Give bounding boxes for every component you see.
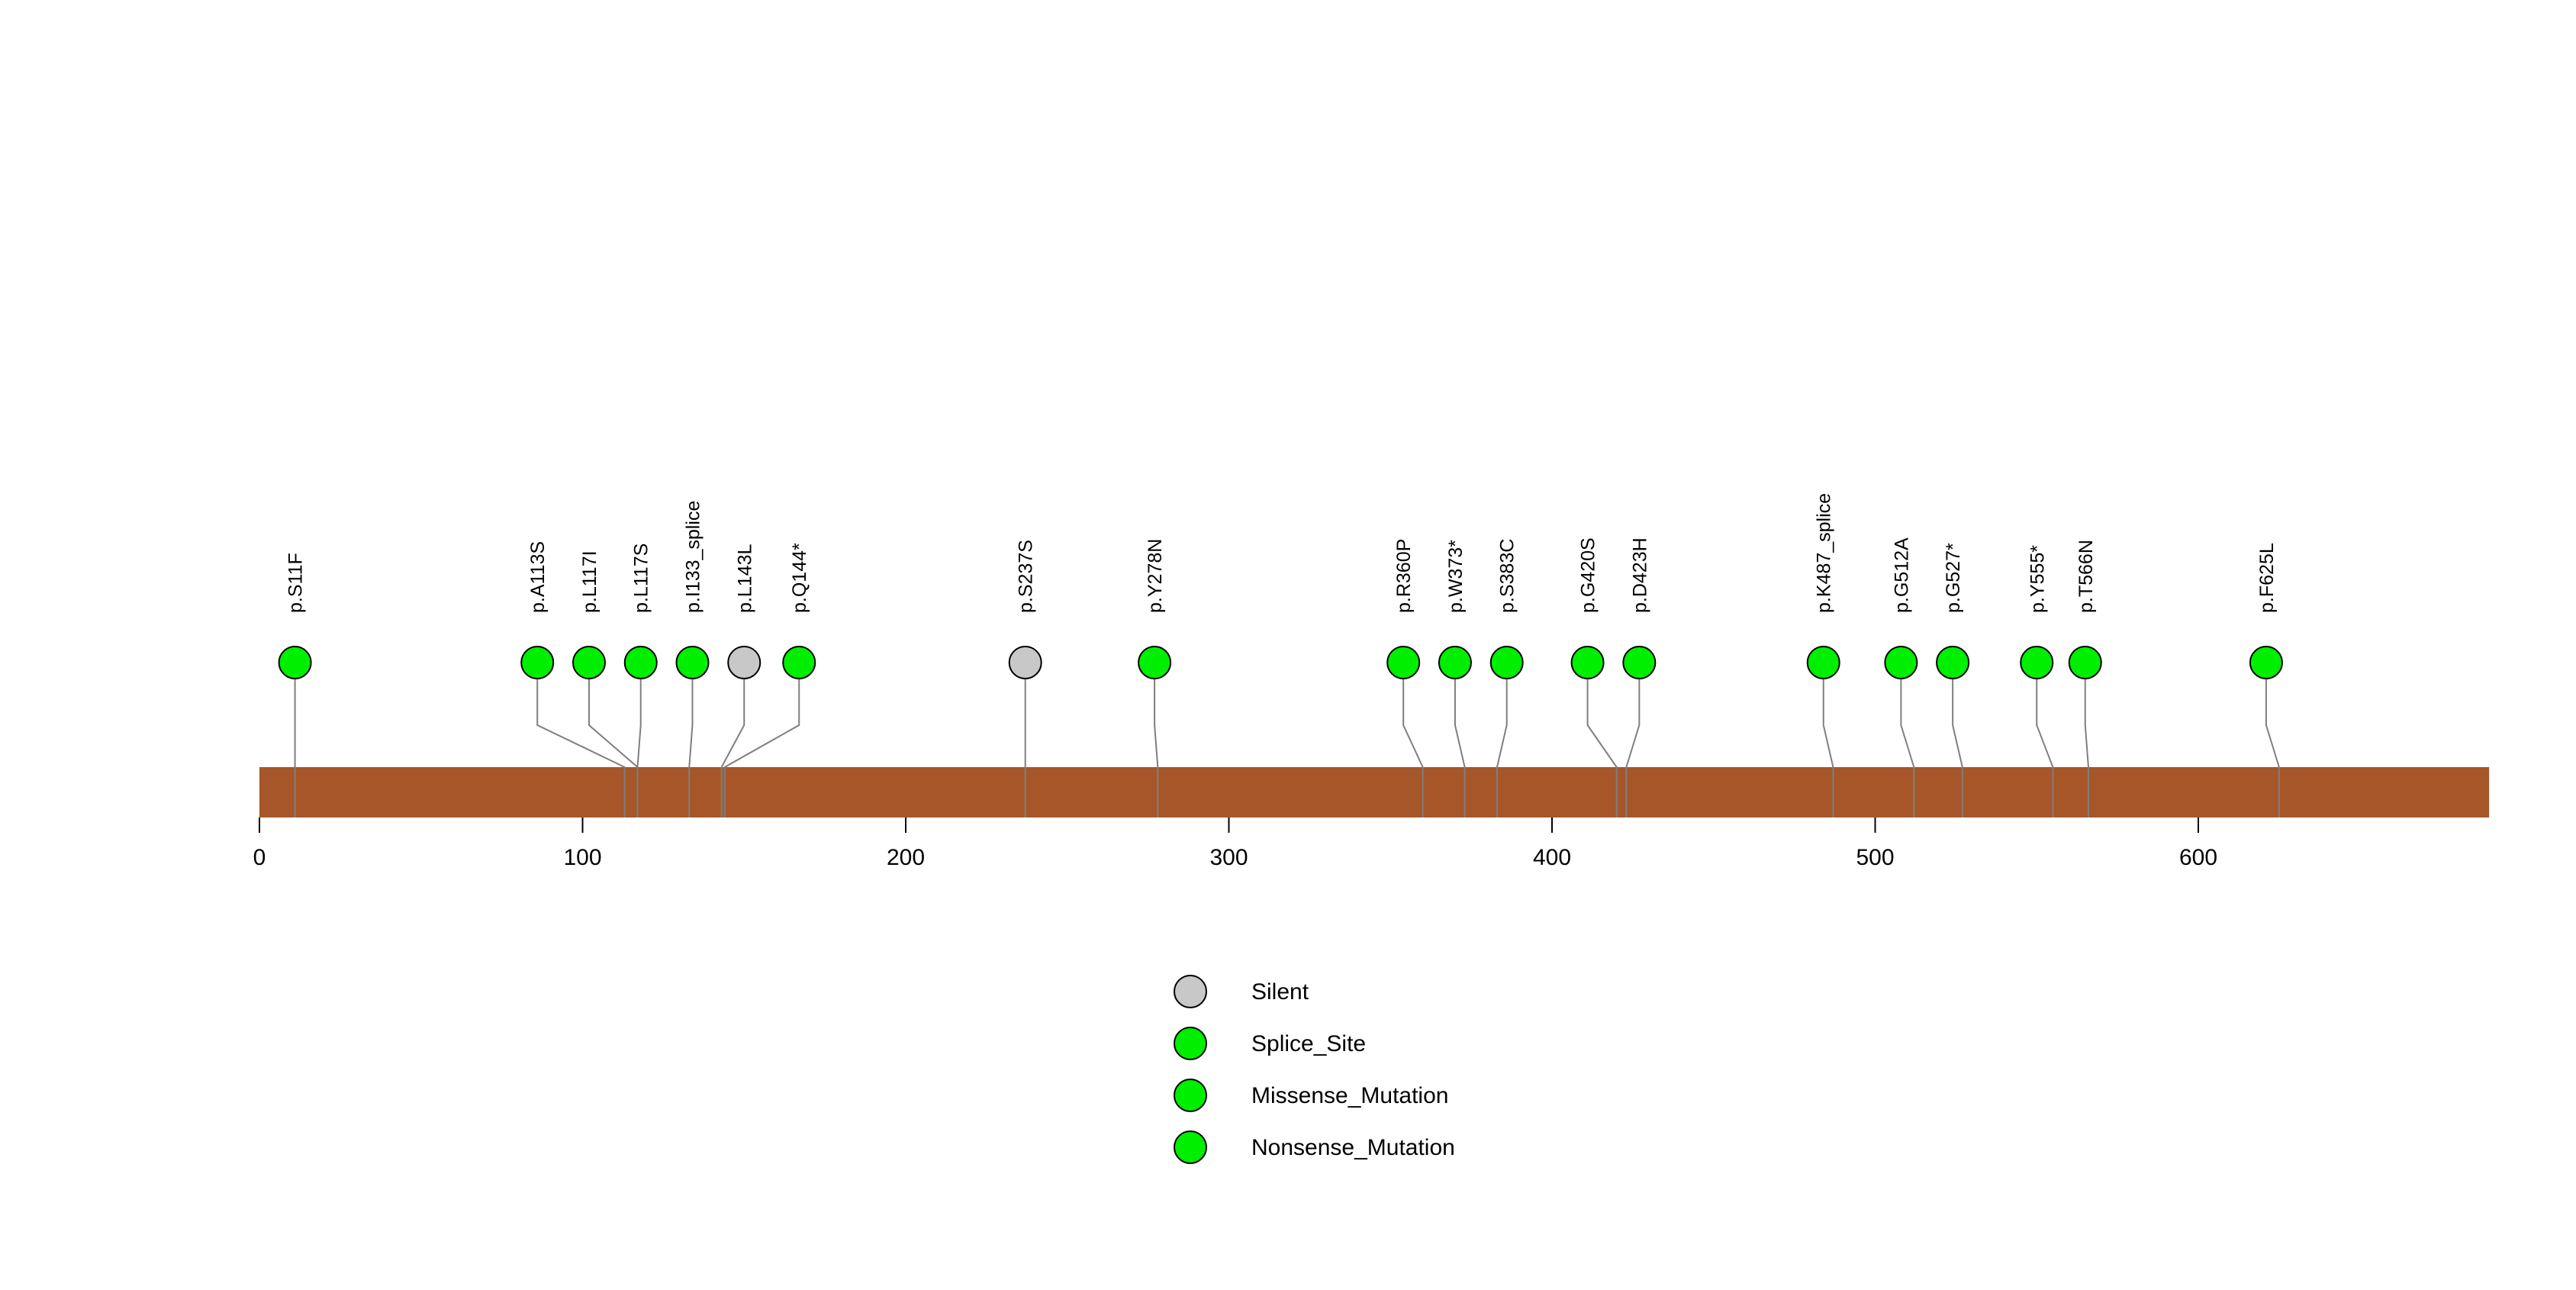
mutation-stem [536,663,626,818]
mutation-label: p.R360P [1393,539,1415,613]
mutation-stem [1586,663,1618,818]
mutation-label: p.Y555* [2027,545,2048,613]
mutation-stem [1625,663,1641,818]
mutation-label: p.L143L [734,544,755,613]
axis-tick-label: 300 [1209,845,1248,870]
mutation-label: p.G512A [1891,537,1912,613]
mutation-label: p.W373* [1445,540,1467,613]
mutation-lollipop [2020,646,2054,679]
mutation-stem [1402,663,1424,818]
mutation-stem [723,663,800,818]
mutation-stem [2084,663,2090,818]
mutation-stem [688,663,694,818]
protein-bar [259,767,2490,818]
mutation-lollipop [623,646,658,679]
mutation-lollipop [1806,646,1840,679]
mutation-lollipop [1936,646,1970,679]
mutation-lollipop [1884,646,1918,679]
mutation-lollipop [782,646,816,679]
mutation-label: p.L117I [579,550,601,613]
mutation-label: p.Q144* [789,543,810,613]
mutation-stem [1822,663,1834,818]
mutation-lollipop [2068,646,2102,679]
mutation-stem [1952,663,1963,818]
legend-swatch [1174,975,1207,1008]
mutation-lollipop [520,646,555,679]
mutation-label: p.S237S [1016,540,1037,613]
mutation-lollipop [1386,646,1421,679]
mutation-label: p.S11F [285,553,307,613]
mutation-label: p.F625L [2256,543,2278,613]
mutation-lollipop [278,646,312,679]
mutation-label: p.G527* [1943,543,1964,613]
mutation-label: p.D423H [1629,537,1650,613]
mutation-stem [1900,663,1915,818]
axis-tick-label: 0 [253,845,266,870]
legend-swatch [1174,1079,1207,1112]
mutation-lollipop [572,646,606,679]
mutation-label: p.I133_splice [682,501,704,613]
mutation-lollipop [1489,646,1524,679]
mutation-stem [720,663,745,818]
mutation-label: p.S383C [1497,539,1518,613]
mutation-stem [2036,663,2054,818]
mutation-stem [1454,663,1466,818]
mutation-lollipop [1138,646,1172,679]
legend-swatch [1174,1027,1207,1060]
mutation-stem [1154,663,1159,818]
mutation-lollipop [1622,646,1657,679]
legend-label: Nonsense_Mutation [1251,1135,1455,1160]
axis-tick-label: 400 [1533,845,1571,870]
mutation-label: p.A113S [527,541,549,613]
mutation-label: p.K487_splice [1814,493,1835,613]
mutation-lollipop [2249,646,2283,679]
mutation-label: p.L117S [631,543,652,613]
axis-tick-label: 500 [1856,845,1894,870]
legend-label: Silent [1251,979,1309,1005]
legend-label: Splice_Site [1251,1031,1366,1056]
mutation-lollipop [1008,646,1042,679]
mutation-lollipop [727,646,762,679]
axis-tick-label: 100 [563,845,601,870]
mutation-stem [1496,663,1508,818]
mutation-lollipop [1570,646,1605,679]
mutation-stem [2265,663,2280,818]
mutation-stem [636,663,642,818]
axis-tick-label: 600 [2179,845,2217,870]
legend-label: Missense_Mutation [1251,1083,1448,1108]
legend-swatch [1174,1130,1207,1164]
mutation-label: p.T566N [2075,540,2097,613]
axis-tick-label: 200 [887,845,925,870]
mutation-label: p.G420S [1578,537,1599,613]
mutation-label: p.Y278N [1145,539,1166,613]
mutation-lollipop [675,646,710,679]
mutation-lollipop [1438,646,1472,679]
